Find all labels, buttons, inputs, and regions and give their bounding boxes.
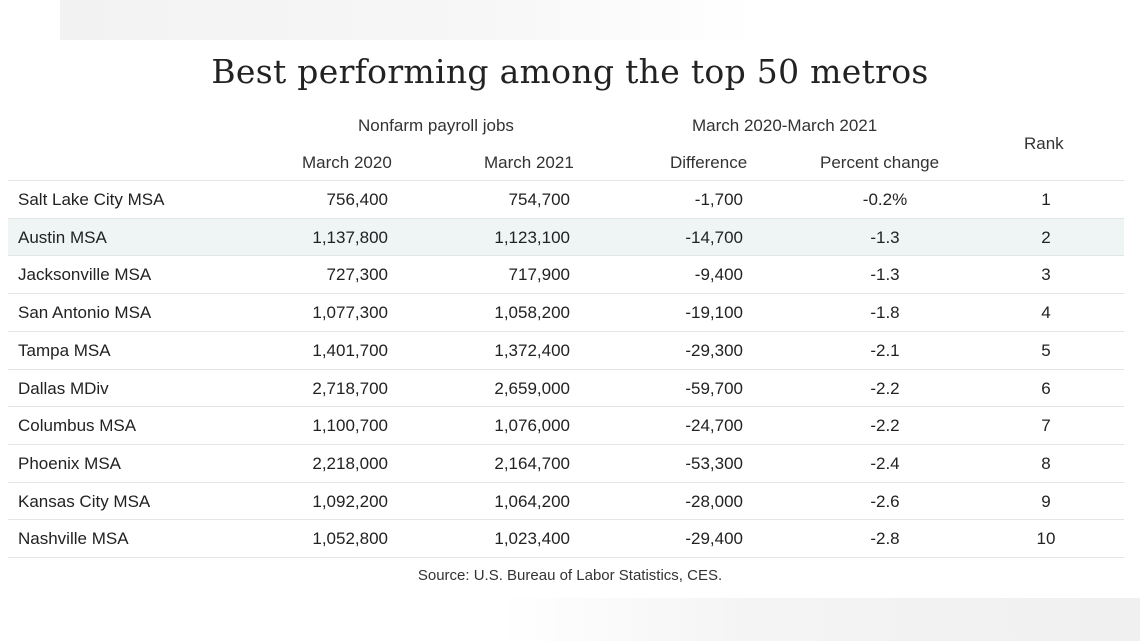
cell-percent-change: -1.3 xyxy=(870,228,900,247)
background-shade-bottom xyxy=(500,598,1140,641)
cell-difference: -1,700 xyxy=(694,190,743,209)
group-header-nonfarm: Nonfarm payroll jobs xyxy=(358,116,514,135)
cell-march-2021: 1,023,400 xyxy=(494,529,570,548)
row-divider xyxy=(8,293,1124,294)
cell-march-2021: 2,164,700 xyxy=(494,454,570,473)
cell-march-2021: 1,076,000 xyxy=(494,416,570,435)
cell-rank: 3 xyxy=(1041,265,1051,284)
cell-march-2020: 2,218,000 xyxy=(312,454,388,473)
cell-percent-change: -2.2 xyxy=(870,379,900,398)
column-header-percent-change: Percent change xyxy=(820,153,940,172)
background-shade-top xyxy=(60,0,760,40)
cell-percent-change: -1.3 xyxy=(870,265,900,284)
chart-title: Best performing among the top 50 metros xyxy=(211,52,929,91)
row-divider xyxy=(8,557,1124,558)
cell-metro: San Antonio MSA xyxy=(18,303,152,322)
cell-metro: Kansas City MSA xyxy=(18,492,151,511)
group-header-period: March 2020-March 2021 xyxy=(692,116,878,135)
cell-difference: -28,000 xyxy=(685,492,743,511)
cell-march-2020: 1,077,300 xyxy=(312,303,388,322)
row-divider xyxy=(8,406,1124,407)
cell-difference: -14,700 xyxy=(685,228,743,247)
cell-metro: Jacksonville MSA xyxy=(18,265,152,284)
row-divider xyxy=(8,369,1124,370)
cell-march-2020: 756,400 xyxy=(326,190,388,209)
cell-metro: Phoenix MSA xyxy=(18,454,121,473)
cell-rank: 1 xyxy=(1041,190,1051,209)
cell-rank: 2 xyxy=(1041,228,1051,247)
source-note: Source: U.S. Bureau of Labor Statistics,… xyxy=(417,567,723,584)
table-row xyxy=(8,219,1124,256)
cell-difference: -59,700 xyxy=(685,379,743,398)
row-divider xyxy=(8,218,1124,219)
cell-percent-change: -2.8 xyxy=(870,529,900,548)
cell-march-2021: 1,058,200 xyxy=(494,303,570,322)
cell-march-2020: 727,300 xyxy=(326,265,388,284)
cell-difference: -9,400 xyxy=(694,265,743,284)
cell-march-2020: 2,718,700 xyxy=(312,379,388,398)
cell-march-2020: 1,137,800 xyxy=(312,228,388,247)
cell-march-2020: 1,052,800 xyxy=(312,529,388,548)
cell-march-2021: 2,659,000 xyxy=(494,379,570,398)
cell-march-2021: 1,372,400 xyxy=(494,341,570,360)
cell-difference: -19,100 xyxy=(685,303,743,322)
cell-rank: 8 xyxy=(1041,454,1051,473)
row-divider xyxy=(8,482,1124,483)
column-header-march-2021: March 2021 xyxy=(484,153,574,172)
column-header-march-2020: March 2020 xyxy=(302,153,392,172)
cell-march-2020: 1,401,700 xyxy=(312,341,388,360)
cell-rank: 6 xyxy=(1041,379,1051,398)
row-divider xyxy=(8,180,1124,181)
cell-difference: -29,400 xyxy=(685,529,743,548)
cell-rank: 9 xyxy=(1041,492,1051,511)
cell-rank: 4 xyxy=(1041,303,1051,322)
cell-march-2021: 1,123,100 xyxy=(494,228,570,247)
cell-percent-change: -2.6 xyxy=(870,492,900,511)
cell-metro: Tampa MSA xyxy=(18,341,111,360)
cell-percent-change: -1.8 xyxy=(870,303,900,322)
cell-march-2020: 1,100,700 xyxy=(312,416,388,435)
cell-difference: -53,300 xyxy=(685,454,743,473)
cell-march-2021: 754,700 xyxy=(508,190,570,209)
cell-metro: Dallas MDiv xyxy=(18,379,109,398)
cell-march-2021: 717,900 xyxy=(508,265,570,284)
cell-rank: 7 xyxy=(1041,416,1051,435)
cell-metro: Columbus MSA xyxy=(18,416,137,435)
cell-metro: Nashville MSA xyxy=(18,529,129,548)
row-divider xyxy=(8,255,1124,256)
cell-percent-change: -2.4 xyxy=(870,454,900,473)
cell-march-2021: 1,064,200 xyxy=(494,492,570,511)
column-header-rank: Rank xyxy=(1024,134,1064,153)
cell-march-2020: 1,092,200 xyxy=(312,492,388,511)
cell-metro: Austin MSA xyxy=(18,228,107,247)
cell-difference: -29,300 xyxy=(685,341,743,360)
column-header-difference: Difference xyxy=(670,153,748,172)
cell-rank: 5 xyxy=(1041,341,1051,360)
cell-difference: -24,700 xyxy=(685,416,743,435)
cell-percent-change: -2.2 xyxy=(870,416,900,435)
cell-rank: 10 xyxy=(1036,529,1056,548)
cell-percent-change: -2.1 xyxy=(870,341,900,360)
row-divider xyxy=(8,519,1124,520)
cell-percent-change: -0.2% xyxy=(862,190,908,209)
row-divider xyxy=(8,331,1124,332)
cell-metro: Salt Lake City MSA xyxy=(18,190,165,209)
row-divider xyxy=(8,444,1124,445)
